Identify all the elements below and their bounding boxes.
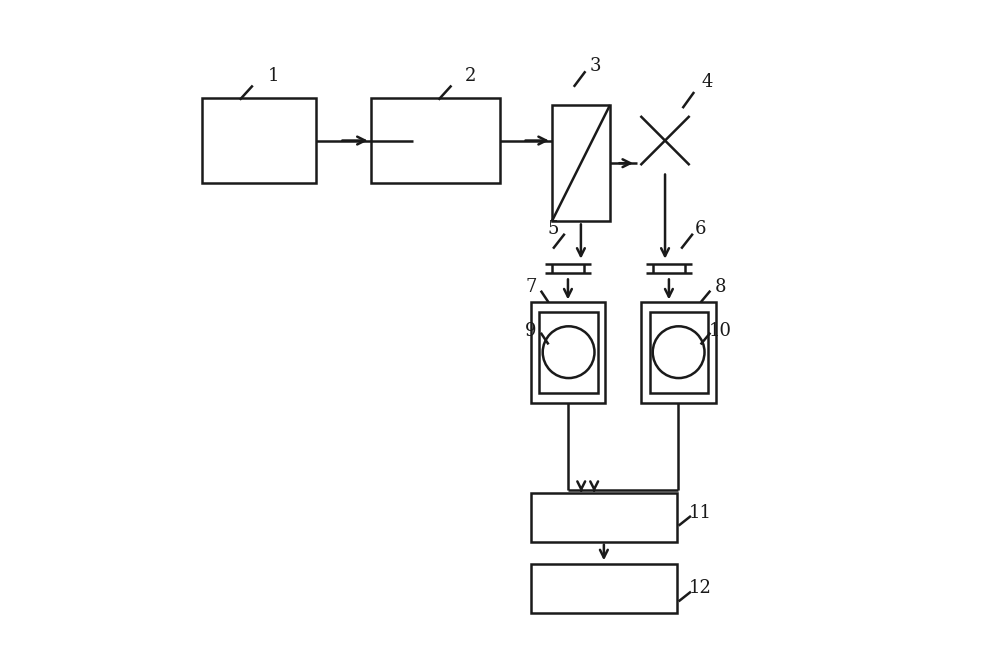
Bar	[552, 105, 610, 222]
Text: 2: 2	[465, 67, 477, 85]
Text: 11: 11	[689, 504, 712, 522]
Bar	[650, 312, 708, 393]
Text: 3: 3	[590, 57, 602, 75]
Bar	[531, 564, 677, 613]
Text: 5: 5	[547, 220, 559, 238]
Bar	[202, 98, 316, 183]
Text: 1: 1	[268, 67, 279, 85]
Bar	[539, 312, 598, 393]
Bar	[531, 302, 605, 402]
Bar	[641, 302, 716, 402]
Text: 12: 12	[689, 579, 712, 597]
Text: 4: 4	[701, 73, 713, 91]
Text: 9: 9	[525, 322, 537, 341]
Text: 8: 8	[714, 278, 726, 296]
Text: 6: 6	[695, 220, 706, 238]
Text: 10: 10	[709, 322, 732, 341]
Text: 7: 7	[525, 278, 537, 296]
Bar	[371, 98, 500, 183]
Bar	[531, 493, 677, 542]
